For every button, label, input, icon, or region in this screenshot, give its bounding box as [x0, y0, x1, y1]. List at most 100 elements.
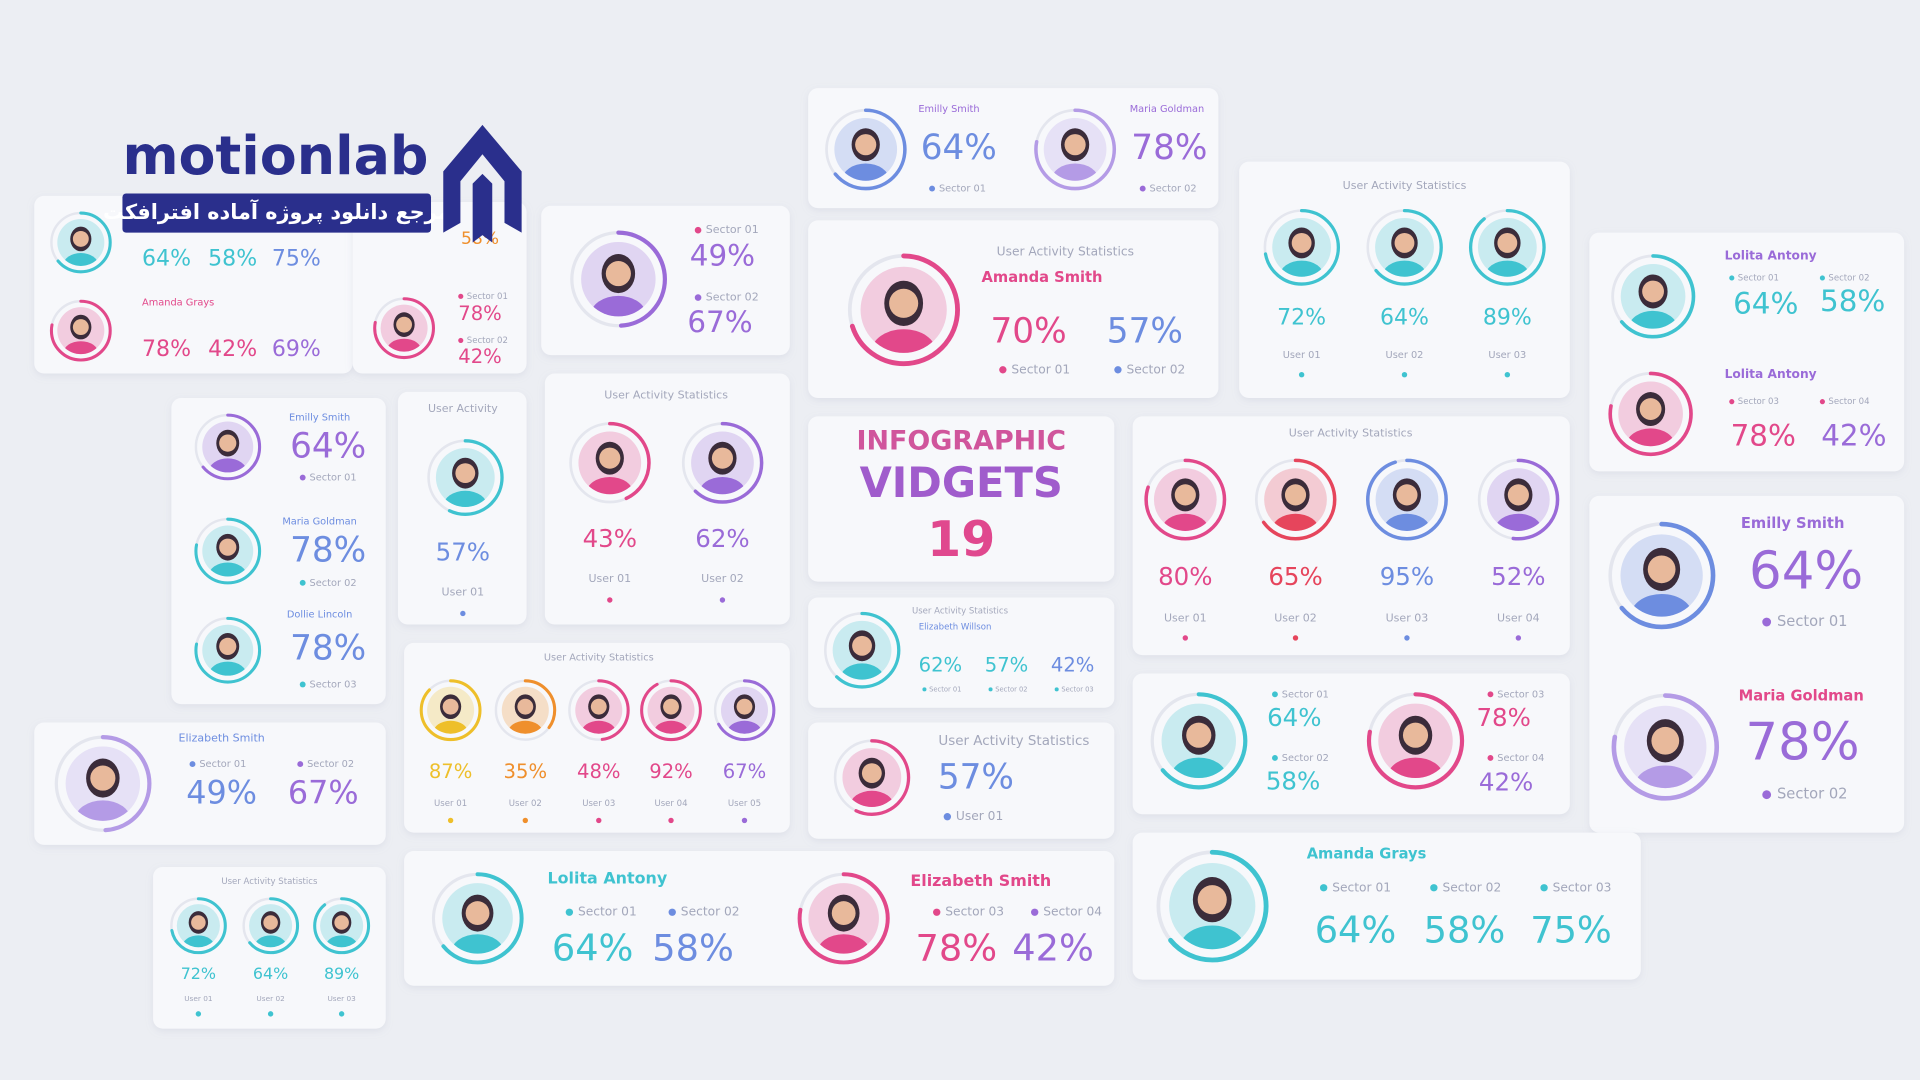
avatar — [1626, 392, 1675, 447]
bullet — [1729, 275, 1735, 281]
avatar-body — [63, 253, 99, 266]
bullet — [694, 226, 702, 234]
ring-arc — [1144, 458, 1227, 541]
avatar-face — [263, 915, 278, 930]
label: User 02 — [256, 994, 284, 1003]
dot — [719, 597, 726, 603]
bullet — [1054, 687, 1059, 692]
avatar — [1382, 227, 1427, 277]
ring-arc — [797, 872, 890, 965]
dot — [1292, 635, 1299, 641]
bullet — [299, 579, 306, 586]
ring-arc — [194, 413, 262, 481]
avatar — [1170, 715, 1227, 779]
ring-arc — [640, 679, 702, 742]
label: Sector 02 — [995, 685, 1027, 693]
label: 42% — [1051, 654, 1095, 677]
label: 78% — [1476, 703, 1530, 732]
avatar-body — [817, 934, 871, 954]
label: Sector 01 — [929, 685, 961, 693]
label: User 03 — [327, 994, 356, 1003]
avatar — [325, 911, 358, 948]
label: 89% — [1483, 305, 1532, 330]
avatar-body — [1630, 594, 1693, 617]
label: 78% — [142, 337, 191, 362]
label: User 04 — [1497, 611, 1540, 624]
avatar-face — [442, 698, 459, 715]
bullet — [1319, 884, 1328, 892]
ring-arc — [494, 679, 557, 742]
label: Sector 01 — [1011, 362, 1070, 376]
dot — [1515, 635, 1522, 641]
label: 80% — [1158, 562, 1212, 591]
avatar — [74, 758, 131, 821]
avatar — [507, 694, 543, 734]
label: User 02 — [1274, 611, 1317, 624]
avatar-face — [1186, 722, 1212, 748]
label: Sector 03 — [310, 679, 357, 690]
bullet — [1819, 399, 1825, 405]
avatar-body — [451, 934, 504, 954]
widget-card — [34, 195, 353, 374]
label: User 03 — [1488, 350, 1526, 361]
avatar — [581, 694, 617, 734]
label: 35% — [504, 760, 548, 783]
label: User 02 — [1386, 350, 1424, 361]
avatar — [1279, 227, 1324, 277]
ring-arc — [242, 897, 300, 955]
label: User Activity Statistics — [938, 734, 1089, 749]
label: Sector 02 — [1150, 184, 1197, 195]
label: Sector 02 — [1828, 273, 1869, 283]
avatar — [590, 254, 647, 317]
label: Sector 01 — [1738, 273, 1779, 283]
widget-card — [397, 391, 527, 625]
ring-arc — [824, 108, 907, 191]
avatar-face — [219, 434, 237, 452]
avatar-face — [1394, 233, 1415, 253]
label: Sector 02 — [681, 905, 740, 919]
label: Maria Goldman — [1739, 688, 1864, 705]
label: VIDGETS — [860, 458, 1063, 507]
bullet — [1729, 399, 1735, 405]
label: 64% — [1749, 541, 1863, 601]
label: Sector 04 — [1497, 753, 1544, 764]
ring-arc — [1365, 458, 1448, 541]
label: Sector 01 — [1332, 880, 1391, 894]
avatar — [1383, 478, 1431, 531]
avatar-face — [855, 134, 877, 156]
ring-arc — [49, 299, 112, 362]
avatar — [726, 694, 763, 734]
label: Sector 01 — [199, 759, 246, 770]
avatar-body — [1634, 765, 1697, 789]
avatar — [432, 694, 469, 734]
dot — [447, 817, 454, 824]
avatar — [586, 441, 634, 495]
widget-card — [171, 397, 386, 705]
avatar-face — [736, 698, 753, 715]
label: 70% — [990, 312, 1066, 352]
avatar-face — [455, 463, 476, 484]
avatar-face — [711, 447, 734, 469]
label: 64% — [142, 247, 191, 272]
ring-arc — [847, 253, 960, 367]
avatar-face — [1497, 233, 1518, 253]
label: Maria Goldman — [1130, 104, 1205, 115]
ring-arc — [681, 421, 764, 504]
avatar — [1179, 877, 1245, 950]
avatar-body — [182, 935, 215, 948]
ring-arc — [1366, 692, 1465, 790]
label: User Activity Statistics — [997, 245, 1134, 259]
label: Sector 03 — [1553, 880, 1612, 894]
label: 57% — [436, 537, 490, 566]
label: Emilly Smith — [1741, 515, 1845, 532]
bullet — [1031, 908, 1039, 916]
avatar-body — [208, 458, 247, 473]
ring-arc — [1034, 108, 1117, 191]
avatar-face — [334, 915, 349, 930]
label: User Activity Statistics — [544, 653, 654, 664]
avatar — [1628, 274, 1678, 329]
avatar — [63, 226, 99, 266]
label: User 01 — [442, 586, 485, 599]
label: 64% — [921, 128, 997, 168]
bullet — [1762, 790, 1772, 800]
